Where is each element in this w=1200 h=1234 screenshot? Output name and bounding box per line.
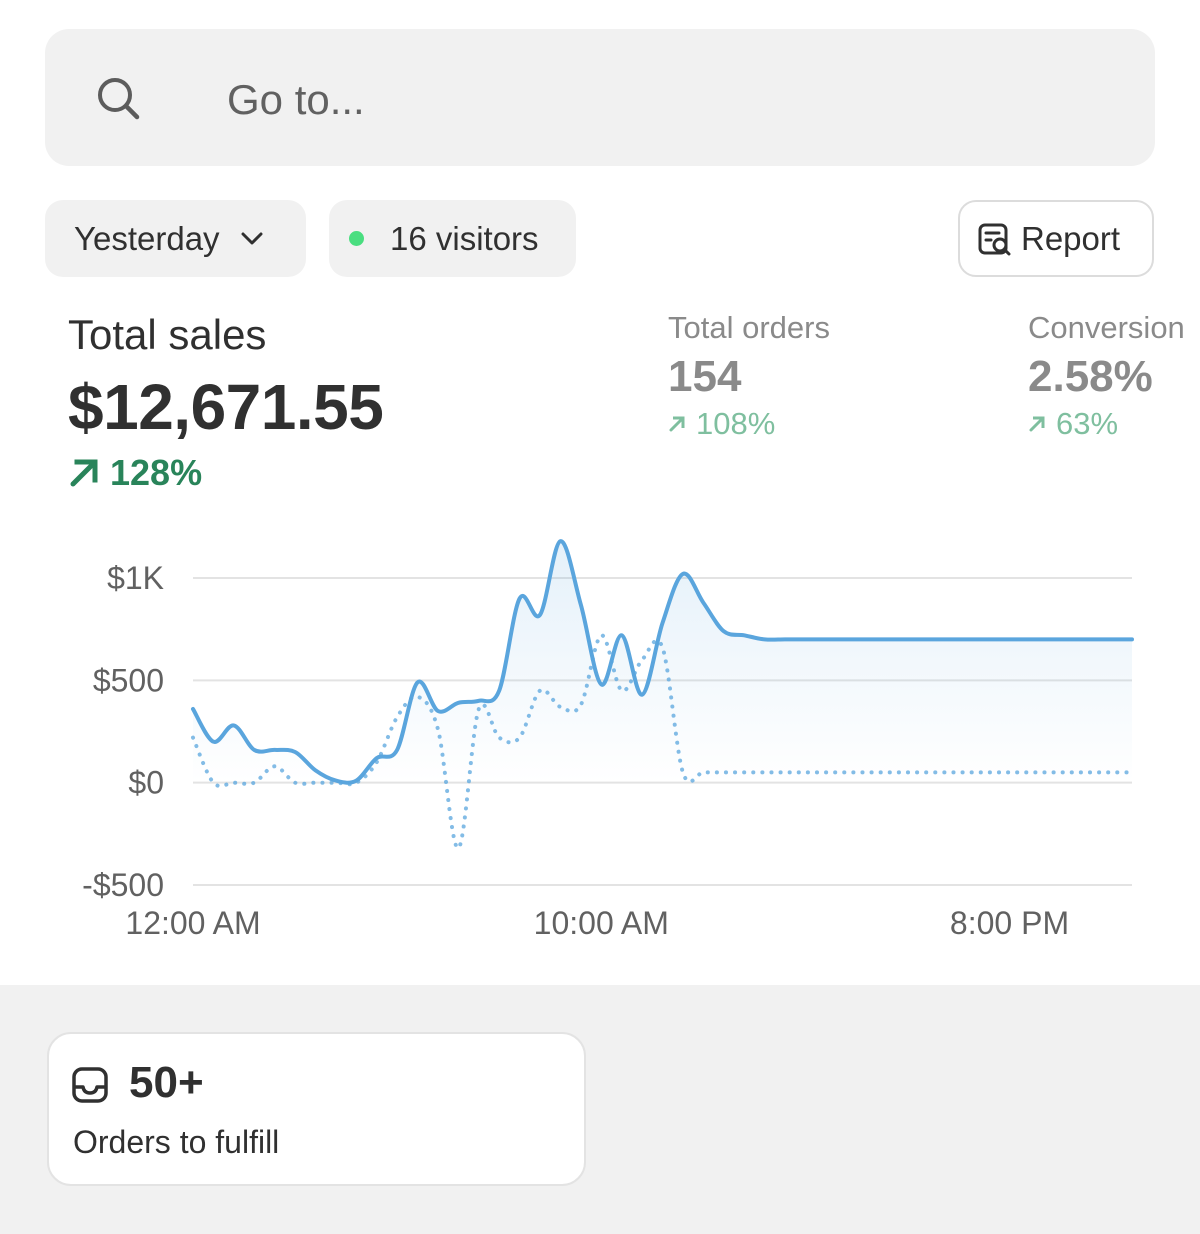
- y-tick-label: $1K: [107, 560, 164, 596]
- conversion-label: Conversion: [1028, 310, 1185, 345]
- date-range-label: Yesterday: [74, 219, 220, 257]
- sales-line-comparison: [191, 633, 1134, 851]
- y-tick-label: $500: [93, 662, 164, 698]
- total-orders-value: 154: [668, 352, 742, 401]
- inbox-icon: [71, 1066, 109, 1109]
- total-orders-change: 108%: [668, 406, 775, 442]
- report-button[interactable]: Report: [958, 200, 1154, 277]
- chevron-down-icon: [240, 231, 264, 247]
- sales-line-current: [191, 539, 1134, 785]
- sales-area-fill: [193, 541, 1132, 783]
- conversion-change-value: 63%: [1056, 406, 1119, 441]
- live-status-dot: [349, 231, 364, 246]
- date-range-dropdown[interactable]: Yesterday: [45, 200, 306, 277]
- x-tick-label: 12:00 AM: [125, 905, 260, 941]
- total-orders-label: Total orders: [668, 310, 830, 345]
- total-sales-change: 128%: [68, 452, 202, 494]
- orders-to-fulfill-card[interactable]: 50+ Orders to fulfill: [47, 1032, 586, 1186]
- x-tick-label: 10:00 AM: [534, 905, 669, 941]
- y-tick-label: $0: [128, 765, 164, 801]
- report-icon: [977, 222, 1011, 256]
- y-tick-label: -$500: [82, 867, 164, 903]
- orders-to-fulfill-label: Orders to fulfill: [73, 1124, 280, 1160]
- search-icon: [96, 76, 140, 125]
- conversion-value: 2.58%: [1028, 352, 1153, 401]
- x-tick-label: 8:00 PM: [950, 905, 1069, 941]
- arrow-up-right-icon: [1029, 416, 1045, 432]
- total-orders-change-value: 108%: [696, 406, 776, 441]
- arrow-up-right-icon: [70, 459, 98, 487]
- orders-to-fulfill-count: 50+: [129, 1058, 204, 1107]
- total-sales-title: Total sales: [68, 311, 267, 358]
- arrow-up-right-icon: [669, 416, 685, 432]
- conversion-change: 63%: [1028, 406, 1118, 442]
- total-sales-change-value: 128%: [110, 452, 203, 493]
- visitors-label: 16 visitors: [390, 219, 539, 257]
- report-label: Report: [1021, 219, 1121, 257]
- total-sales-value: $12,671.55: [68, 371, 384, 443]
- live-visitors-chip[interactable]: 16 visitors: [329, 200, 576, 277]
- search-input[interactable]: [225, 69, 1129, 131]
- search-bar[interactable]: [45, 29, 1155, 166]
